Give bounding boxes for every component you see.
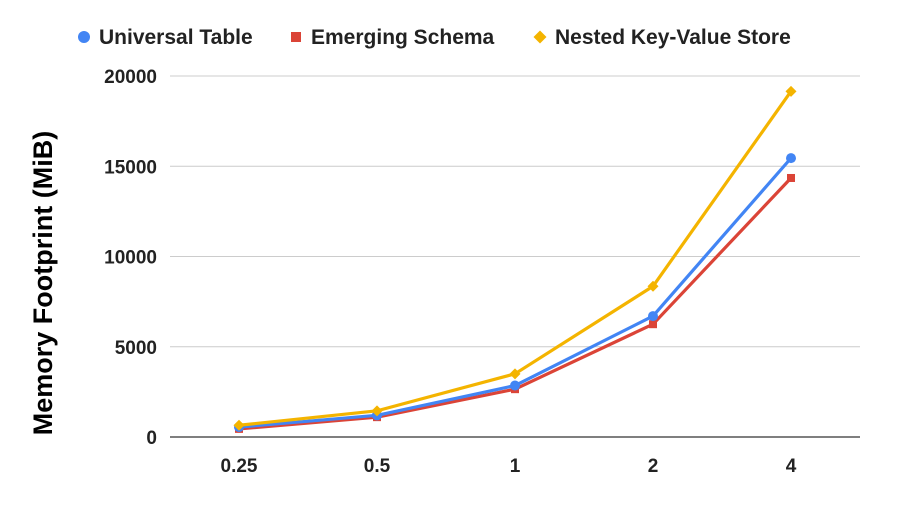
x-tick-label: 0.5 [364,456,391,477]
y-axis-ticks: 0 5000 10000 15000 20000 [104,67,157,449]
data-point [786,153,796,164]
legend: Universal Table Emerging Schema Nested Key… [78,26,791,49]
legend-item: Universal Table [78,26,253,49]
legend-label: Nested Key-Value Store [555,26,791,49]
y-tick-label: 15000 [104,157,157,178]
legend-label: Emerging Schema [311,26,495,49]
legend-item: Nested Key-Value Store [533,26,791,49]
y-tick-label: 0 [146,428,157,449]
data-point [233,419,245,431]
data-point [647,280,659,292]
data-point [648,311,658,322]
x-tick-label: 0.25 [221,456,258,477]
legend-marker [291,32,301,42]
y-tick-label: 20000 [104,67,157,88]
data-point [510,380,520,391]
data-point [509,368,521,380]
data-point [785,85,797,97]
x-tick-label: 1 [510,456,521,477]
data-point [649,320,657,329]
series-group [233,85,797,433]
x-tick-label: 2 [648,456,659,477]
legend-label: Universal Table [99,26,253,49]
legend-marker [533,30,547,44]
legend-marker [78,31,90,43]
legend-item: Emerging Schema [291,26,495,49]
x-axis-ticks: 0.25 0.5 1 2 4 [221,456,797,477]
y-tick-label: 5000 [115,338,157,359]
data-point [371,405,383,417]
x-tick-label: 4 [786,456,797,477]
gridlines [170,75,860,438]
series-emerging-schema [235,173,795,433]
y-tick-label: 10000 [104,248,157,269]
y-axis-title: Memory Footprint (MiB) [28,131,58,435]
series-universal-table [234,153,796,433]
series-nested-key-value-store [233,85,797,431]
data-point [787,173,795,182]
